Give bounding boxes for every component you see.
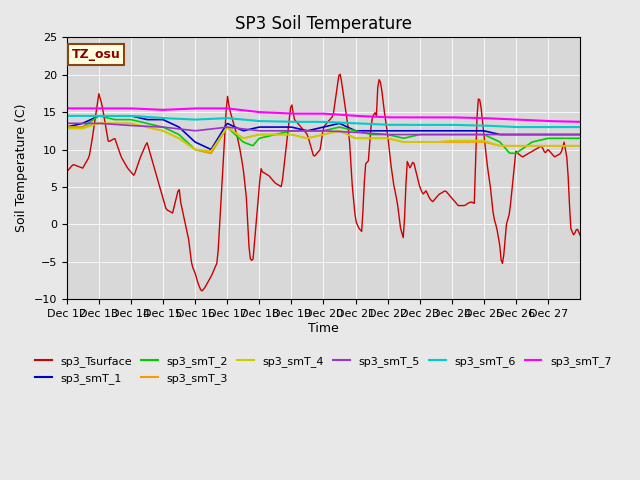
Line: sp3_smT_5: sp3_smT_5 <box>67 123 580 134</box>
sp3_smT_7 <box>577 119 584 125</box>
Line: sp3_smT_4: sp3_smT_4 <box>67 123 580 151</box>
sp3_smT_3 <box>63 124 70 130</box>
sp3_smT_7 <box>506 116 513 122</box>
sp3_smT_1 <box>577 132 584 137</box>
sp3_smT_4 <box>577 143 584 149</box>
Legend: sp3_Tsurface, sp3_smT_1, sp3_smT_2, sp3_smT_3, sp3_smT_4, sp3_smT_5, sp3_smT_6, : sp3_Tsurface, sp3_smT_1, sp3_smT_2, sp3_… <box>31 352 616 388</box>
Line: sp3_smT_7: sp3_smT_7 <box>67 108 580 122</box>
Text: TZ_osu: TZ_osu <box>72 48 120 61</box>
sp3_smT_3 <box>80 124 88 130</box>
sp3_smT_1 <box>95 113 102 119</box>
sp3_smT_5 <box>577 132 584 137</box>
sp3_smT_6 <box>63 113 70 119</box>
sp3_smT_1 <box>575 132 583 137</box>
sp3_smT_1 <box>98 113 106 119</box>
Line: sp3_smT_6: sp3_smT_6 <box>67 116 580 127</box>
sp3_smT_5 <box>507 132 515 137</box>
sp3_Tsurface <box>63 169 70 175</box>
sp3_smT_3 <box>431 139 439 145</box>
sp3_smT_4 <box>575 143 583 149</box>
sp3_smT_5 <box>80 120 88 126</box>
sp3_smT_7 <box>97 106 104 111</box>
sp3_smT_5 <box>97 120 104 126</box>
sp3_smT_3 <box>577 143 584 149</box>
sp3_smT_4 <box>63 126 70 132</box>
sp3_smT_4 <box>95 120 102 126</box>
sp3_smT_1 <box>330 122 337 128</box>
sp3_Tsurface <box>577 233 584 239</box>
X-axis label: Time: Time <box>308 322 339 335</box>
sp3_Tsurface <box>80 163 88 168</box>
sp3_smT_4 <box>431 139 439 145</box>
sp3_smT_1 <box>63 124 70 130</box>
sp3_smT_4 <box>98 120 106 126</box>
sp3_smT_6 <box>573 124 581 130</box>
sp3_smT_2 <box>63 124 70 130</box>
sp3_smT_5 <box>573 132 581 137</box>
sp3_smT_7 <box>80 106 88 111</box>
sp3_smT_4 <box>508 143 516 149</box>
sp3_smT_6 <box>506 124 513 130</box>
sp3_smT_2 <box>430 132 438 137</box>
sp3_smT_2 <box>328 126 336 132</box>
sp3_smT_2 <box>80 123 88 129</box>
sp3_smT_6 <box>80 113 88 119</box>
sp3_smT_3 <box>206 150 214 156</box>
Line: sp3_smT_2: sp3_smT_2 <box>67 116 580 153</box>
Line: sp3_smT_3: sp3_smT_3 <box>67 123 580 153</box>
sp3_Tsurface <box>431 196 439 202</box>
sp3_smT_4 <box>330 129 337 135</box>
sp3_smT_3 <box>508 143 516 149</box>
sp3_smT_6 <box>327 120 335 125</box>
sp3_smT_2 <box>507 150 515 156</box>
sp3_smT_1 <box>80 120 88 126</box>
Title: SP3 Soil Temperature: SP3 Soil Temperature <box>235 15 412 33</box>
sp3_smT_5 <box>327 128 335 134</box>
sp3_smT_4 <box>206 148 214 154</box>
sp3_smT_2 <box>95 113 102 119</box>
sp3_Tsurface <box>328 114 336 120</box>
sp3_smT_6 <box>577 124 584 130</box>
sp3_smT_5 <box>430 132 438 137</box>
sp3_smT_3 <box>98 120 106 126</box>
sp3_smT_2 <box>575 135 583 141</box>
sp3_smT_1 <box>431 128 439 134</box>
sp3_Tsurface <box>508 188 516 194</box>
sp3_Tsurface <box>198 288 206 294</box>
sp3_smT_2 <box>577 135 584 141</box>
Line: sp3_smT_1: sp3_smT_1 <box>67 116 580 149</box>
sp3_smT_5 <box>385 132 392 137</box>
sp3_smT_5 <box>63 120 70 126</box>
sp3_smT_7 <box>429 114 436 120</box>
sp3_smT_4 <box>80 125 88 131</box>
sp3_smT_2 <box>508 150 516 156</box>
sp3_smT_3 <box>330 129 337 135</box>
sp3_smT_6 <box>429 122 436 128</box>
sp3_Tsurface <box>337 72 344 77</box>
sp3_smT_2 <box>98 114 106 120</box>
sp3_smT_7 <box>63 106 70 111</box>
sp3_smT_7 <box>327 111 335 117</box>
sp3_Tsurface <box>97 96 104 101</box>
sp3_Tsurface <box>575 229 583 235</box>
sp3_smT_3 <box>95 120 102 126</box>
sp3_smT_7 <box>572 119 580 125</box>
sp3_smT_1 <box>508 132 516 137</box>
Y-axis label: Soil Temperature (C): Soil Temperature (C) <box>15 104 28 232</box>
sp3_smT_6 <box>513 124 521 130</box>
Line: sp3_Tsurface: sp3_Tsurface <box>67 74 580 291</box>
sp3_smT_1 <box>206 146 214 152</box>
sp3_smT_3 <box>575 143 583 149</box>
sp3_smT_6 <box>97 113 104 119</box>
